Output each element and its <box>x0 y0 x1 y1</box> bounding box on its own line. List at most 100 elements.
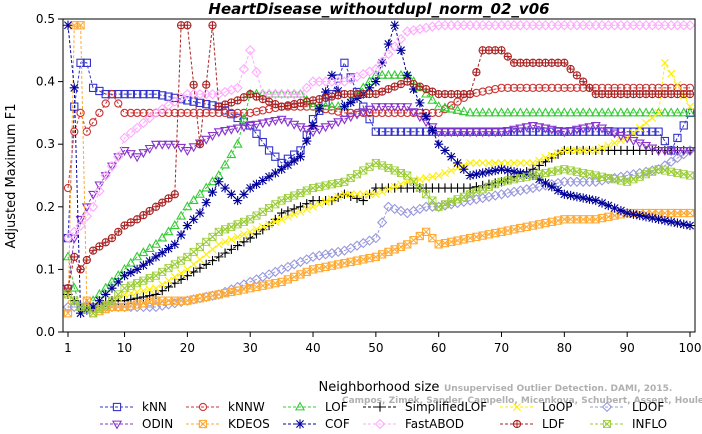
legend-label: SimplifiedLOF <box>405 400 487 414</box>
data-point <box>81 211 93 222</box>
data-point <box>590 121 601 131</box>
data-point <box>214 252 224 262</box>
data-point <box>458 106 469 116</box>
data-point <box>673 133 682 143</box>
data-point <box>628 209 639 219</box>
data-point <box>509 127 519 136</box>
data-point <box>653 214 664 224</box>
data-point <box>353 190 361 199</box>
data-point <box>308 120 318 131</box>
data-point <box>220 108 230 118</box>
data-point <box>452 104 463 114</box>
data-point <box>107 89 117 99</box>
data-point <box>151 202 161 211</box>
data-point <box>144 144 155 154</box>
data-point <box>238 123 249 133</box>
data-point <box>609 107 620 117</box>
data-point <box>75 308 86 318</box>
data-point <box>415 127 424 136</box>
data-point <box>132 108 142 118</box>
series-line <box>67 87 690 189</box>
data-point <box>572 71 582 80</box>
data-point <box>471 169 481 179</box>
data-point <box>145 108 154 118</box>
data-point <box>678 107 689 117</box>
data-point <box>289 120 300 130</box>
data-point <box>402 26 413 37</box>
data-point <box>446 152 456 162</box>
legend-item-knnw: kNNW <box>186 400 265 414</box>
data-point <box>483 128 494 138</box>
data-point <box>195 208 205 218</box>
data-point <box>383 103 394 113</box>
legend-marker <box>112 402 122 412</box>
data-point <box>522 127 531 136</box>
data-point <box>340 190 349 199</box>
data-point <box>295 123 306 133</box>
data-point <box>208 108 217 118</box>
data-point <box>258 137 267 147</box>
data-point <box>169 220 180 230</box>
data-point <box>131 122 143 134</box>
data-point <box>383 69 394 79</box>
data-point <box>227 108 236 118</box>
data-point <box>535 127 544 136</box>
data-point <box>390 127 399 136</box>
data-point <box>63 20 73 30</box>
data-point <box>70 252 79 262</box>
data-point <box>684 147 695 156</box>
x-tick-label: 1 <box>64 341 72 355</box>
data-point <box>547 151 556 160</box>
data-point <box>182 220 192 231</box>
data-point <box>245 183 255 193</box>
data-point <box>666 107 677 117</box>
y-tick-label: 0.3 <box>36 137 55 151</box>
data-point <box>546 125 557 135</box>
data-point <box>371 190 380 199</box>
data-point <box>106 160 118 172</box>
data-point <box>521 123 532 133</box>
data-point <box>307 251 319 263</box>
data-point <box>579 77 588 86</box>
data-point <box>132 264 142 274</box>
data-point <box>271 217 280 226</box>
data-point <box>239 108 249 118</box>
data-point <box>207 176 218 186</box>
data-point <box>590 107 601 117</box>
data-point <box>465 128 476 138</box>
data-point <box>383 48 394 60</box>
data-point <box>427 21 438 32</box>
data-point <box>183 21 192 30</box>
data-point <box>157 232 168 242</box>
data-point <box>251 120 262 130</box>
data-point <box>659 107 670 117</box>
data-point <box>408 25 419 36</box>
x-tick-label: 10 <box>117 341 132 355</box>
data-point <box>515 124 526 134</box>
data-point <box>471 107 482 117</box>
data-point <box>672 152 683 164</box>
data-point <box>126 108 135 118</box>
data-point <box>277 164 287 174</box>
legend-item-inflo: INFLO <box>590 417 667 431</box>
data-point <box>647 144 658 154</box>
data-point <box>164 276 173 285</box>
data-point <box>246 227 255 236</box>
data-point <box>546 107 557 117</box>
data-point <box>409 127 418 136</box>
data-point <box>534 181 545 192</box>
plot-frame <box>62 18 696 333</box>
data-point <box>352 93 362 103</box>
x-tick-label: 30 <box>243 341 258 355</box>
data-point <box>271 152 280 161</box>
data-point <box>642 118 651 127</box>
data-point <box>458 128 469 138</box>
data-point <box>358 195 368 206</box>
data-point <box>591 195 601 206</box>
data-point <box>257 119 268 129</box>
data-point <box>502 187 513 199</box>
x-tick-label: 40 <box>305 341 320 355</box>
data-point <box>678 147 689 156</box>
data-point <box>521 184 532 195</box>
data-point <box>245 121 256 131</box>
